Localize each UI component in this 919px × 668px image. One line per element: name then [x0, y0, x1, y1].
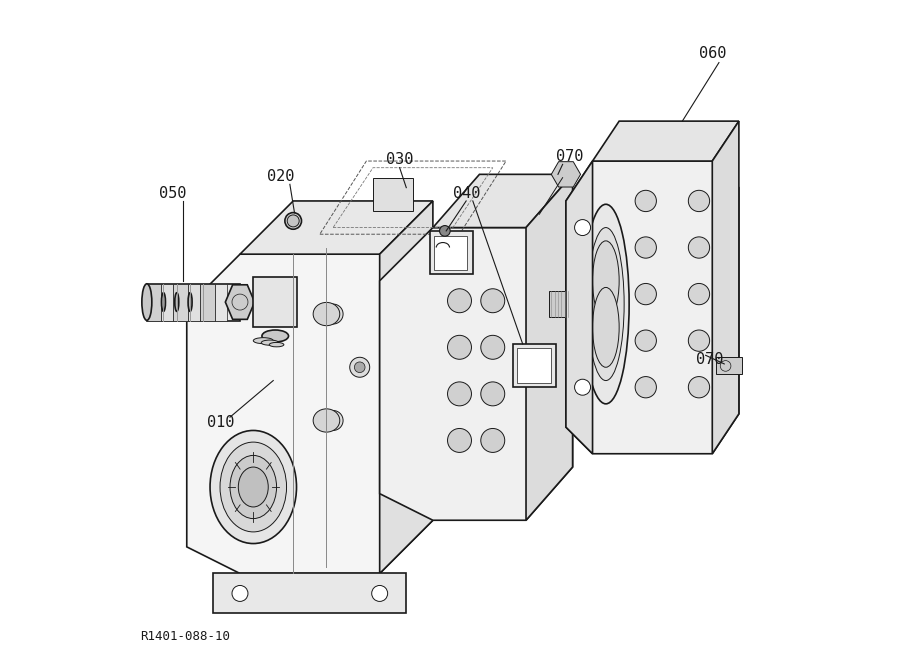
- Circle shape: [448, 428, 471, 452]
- Circle shape: [350, 357, 369, 377]
- Bar: [513, 344, 556, 387]
- Bar: [716, 357, 743, 374]
- Text: 010: 010: [207, 415, 234, 430]
- Circle shape: [635, 237, 656, 258]
- Circle shape: [323, 304, 343, 324]
- Ellipse shape: [587, 228, 624, 381]
- Circle shape: [481, 382, 505, 406]
- Polygon shape: [712, 121, 739, 454]
- Ellipse shape: [593, 241, 619, 321]
- Bar: [200, 284, 215, 321]
- Circle shape: [328, 309, 338, 319]
- Polygon shape: [593, 121, 739, 161]
- Ellipse shape: [162, 293, 165, 311]
- Bar: [162, 284, 174, 321]
- Bar: [147, 284, 162, 321]
- Circle shape: [635, 283, 656, 305]
- Ellipse shape: [254, 337, 273, 343]
- Circle shape: [688, 283, 709, 305]
- Circle shape: [371, 585, 388, 601]
- Ellipse shape: [238, 467, 268, 507]
- Polygon shape: [526, 174, 573, 520]
- Ellipse shape: [142, 284, 152, 321]
- Text: 020: 020: [267, 169, 294, 184]
- Polygon shape: [380, 201, 433, 574]
- Circle shape: [448, 382, 471, 406]
- Circle shape: [688, 330, 709, 351]
- Bar: [174, 284, 188, 321]
- Ellipse shape: [593, 287, 619, 367]
- Circle shape: [574, 379, 591, 395]
- Circle shape: [688, 237, 709, 258]
- Bar: [215, 284, 227, 321]
- Bar: [517, 348, 550, 383]
- Text: 070: 070: [556, 149, 584, 164]
- Circle shape: [439, 226, 450, 236]
- Circle shape: [481, 428, 505, 452]
- Circle shape: [355, 362, 365, 373]
- Bar: [254, 277, 297, 327]
- Circle shape: [481, 335, 505, 359]
- Text: 070: 070: [696, 352, 723, 367]
- Ellipse shape: [262, 330, 289, 342]
- Ellipse shape: [269, 343, 284, 347]
- Circle shape: [232, 585, 248, 601]
- Bar: [550, 291, 573, 317]
- Polygon shape: [240, 201, 433, 254]
- Circle shape: [635, 190, 656, 212]
- Circle shape: [688, 377, 709, 398]
- Polygon shape: [566, 161, 593, 454]
- Text: 030: 030: [386, 152, 414, 168]
- Circle shape: [554, 162, 578, 186]
- Text: 050: 050: [159, 186, 187, 200]
- Polygon shape: [225, 285, 255, 319]
- Ellipse shape: [583, 204, 630, 404]
- Bar: [188, 284, 200, 321]
- Bar: [373, 178, 413, 211]
- Polygon shape: [551, 162, 581, 187]
- Text: R1401-088-10: R1401-088-10: [141, 630, 230, 643]
- Ellipse shape: [261, 340, 278, 345]
- Bar: [429, 231, 472, 274]
- Polygon shape: [187, 254, 433, 574]
- Bar: [147, 284, 240, 321]
- Polygon shape: [566, 161, 739, 454]
- Bar: [434, 236, 468, 270]
- Ellipse shape: [210, 430, 297, 544]
- Circle shape: [328, 415, 338, 426]
- Ellipse shape: [313, 409, 340, 432]
- Polygon shape: [380, 228, 573, 520]
- Polygon shape: [433, 174, 573, 228]
- Circle shape: [323, 411, 343, 430]
- Ellipse shape: [313, 303, 340, 326]
- Circle shape: [448, 289, 471, 313]
- Circle shape: [481, 289, 505, 313]
- Ellipse shape: [288, 215, 300, 227]
- Ellipse shape: [230, 456, 277, 518]
- Circle shape: [688, 190, 709, 212]
- Circle shape: [448, 335, 471, 359]
- Ellipse shape: [175, 293, 179, 311]
- Circle shape: [635, 330, 656, 351]
- Circle shape: [635, 377, 656, 398]
- Text: 040: 040: [453, 186, 481, 200]
- Polygon shape: [213, 574, 406, 613]
- Circle shape: [574, 220, 591, 236]
- Text: 060: 060: [699, 46, 726, 61]
- Ellipse shape: [285, 212, 301, 229]
- Ellipse shape: [220, 442, 287, 532]
- Ellipse shape: [188, 293, 192, 311]
